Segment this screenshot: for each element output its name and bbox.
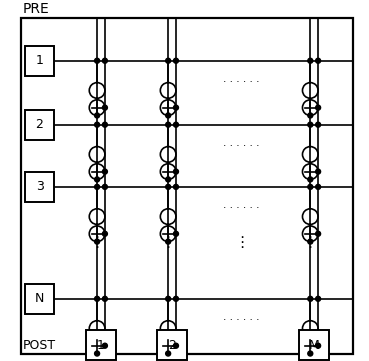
Circle shape (308, 184, 313, 190)
Text: · · · · · ·: · · · · · · (223, 141, 260, 151)
Circle shape (94, 58, 100, 63)
Text: 3: 3 (35, 180, 44, 193)
Text: 1: 1 (35, 54, 44, 67)
Circle shape (103, 58, 107, 63)
Circle shape (103, 231, 107, 236)
Circle shape (94, 184, 100, 190)
Circle shape (315, 169, 321, 174)
Text: N: N (35, 292, 44, 305)
Text: POST: POST (23, 339, 56, 352)
Circle shape (173, 184, 179, 190)
Bar (86, 330, 116, 360)
Circle shape (315, 343, 321, 348)
Bar (299, 330, 329, 360)
Circle shape (308, 351, 313, 356)
Circle shape (315, 231, 321, 236)
Bar (25, 110, 55, 140)
Circle shape (173, 169, 179, 174)
Circle shape (166, 177, 170, 182)
Circle shape (173, 343, 179, 348)
Circle shape (166, 113, 170, 118)
Circle shape (308, 239, 313, 244)
Circle shape (103, 169, 107, 174)
Text: · · · · · ·: · · · · · · (223, 77, 260, 87)
Bar (157, 330, 187, 360)
Circle shape (308, 122, 313, 127)
Bar (25, 172, 55, 202)
Circle shape (94, 296, 100, 301)
Circle shape (315, 105, 321, 110)
Circle shape (166, 239, 170, 244)
Circle shape (315, 296, 321, 301)
Text: PRE: PRE (23, 2, 49, 16)
Circle shape (103, 122, 107, 127)
Text: · · · · · ·: · · · · · · (223, 315, 260, 325)
Circle shape (94, 122, 100, 127)
Circle shape (173, 122, 179, 127)
Circle shape (308, 177, 313, 182)
Circle shape (315, 184, 321, 190)
Circle shape (94, 177, 100, 182)
Text: ⋮: ⋮ (89, 235, 105, 250)
Circle shape (166, 122, 170, 127)
Circle shape (308, 58, 313, 63)
Circle shape (173, 105, 179, 110)
Circle shape (173, 231, 179, 236)
Text: ⋮: ⋮ (303, 235, 318, 250)
Text: 2: 2 (168, 339, 176, 352)
Circle shape (103, 296, 107, 301)
Circle shape (94, 351, 100, 356)
Circle shape (103, 184, 107, 190)
Circle shape (315, 58, 321, 63)
Circle shape (166, 351, 170, 356)
Circle shape (315, 122, 321, 127)
Circle shape (166, 296, 170, 301)
Circle shape (173, 296, 179, 301)
Text: · · · · · ·: · · · · · · (223, 203, 260, 213)
Circle shape (173, 58, 179, 63)
Circle shape (94, 113, 100, 118)
Text: ⋮: ⋮ (234, 235, 249, 250)
Text: ⋮: ⋮ (161, 235, 176, 250)
Circle shape (103, 105, 107, 110)
Circle shape (94, 239, 100, 244)
Circle shape (166, 58, 170, 63)
Circle shape (308, 113, 313, 118)
Circle shape (308, 296, 313, 301)
Text: 1: 1 (97, 339, 105, 352)
Bar (25, 284, 55, 314)
Bar (25, 46, 55, 76)
Circle shape (103, 343, 107, 348)
Circle shape (166, 184, 170, 190)
Text: M: M (309, 339, 320, 352)
Text: 2: 2 (35, 118, 44, 131)
